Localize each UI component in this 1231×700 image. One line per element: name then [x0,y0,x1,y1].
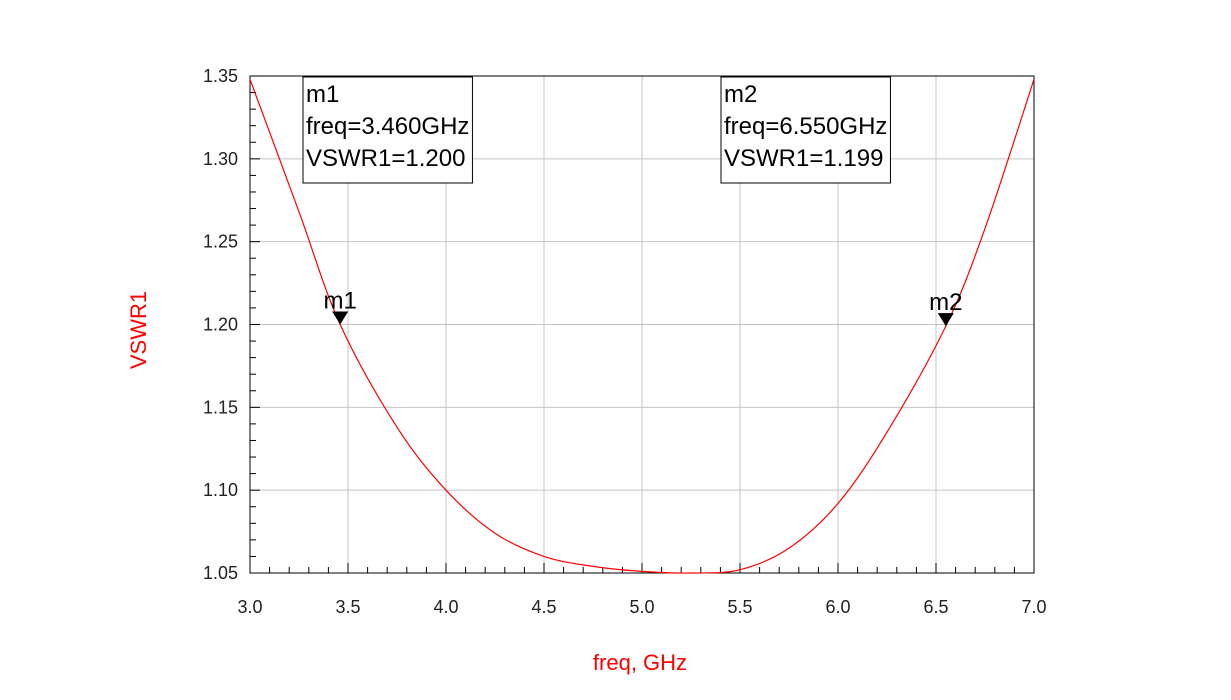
y-tick-label: 1.20 [203,315,238,335]
marker-readout-line: freq=6.550GHz [724,113,887,140]
y-tick-label: 1.15 [203,397,238,417]
x-tick-label: 5.0 [629,597,654,617]
y-tick-label: 1.35 [203,66,238,86]
y-tick-labels: 1.05 1.10 1.15 1.20 1.25 1.30 1.35 [203,66,238,583]
marker-readout-line: VSWR1=1.200 [306,145,465,172]
x-tick-label: 7.0 [1021,597,1046,617]
marker-triangle [937,313,954,327]
marker-readout-box [302,76,473,184]
marker-readout-m1: m1 freq=3.460GHz VSWR1=1.200 [302,76,473,184]
y-tick-label: 1.25 [203,232,238,252]
marker-readouts: m1 freq=3.460GHz VSWR1=1.200 m2 freq=6.550GH… [302,76,891,184]
x-tick-label: 6.0 [825,597,850,617]
markers: m1 m2 [323,288,962,327]
x-tick-label: 4.5 [531,597,556,617]
marker-label: m1 [323,288,356,315]
marker-readout-m2: m2 freq=6.550GHz VSWR1=1.199 [720,76,891,184]
vswr-series-line [249,79,1035,574]
marker-triangle [332,311,349,325]
marker-readout-line: m1 [306,81,339,108]
x-tick-label: 5.5 [727,597,752,617]
x-tick-label: 3.5 [335,597,360,617]
marker-readout-line: freq=3.460GHz [306,113,469,140]
plot-frame [249,75,1035,574]
x-tick-label: 4.0 [433,597,458,617]
x-axis-title: freq, GHz [593,650,687,675]
marker-label: m2 [929,289,962,316]
marker-readout-box [720,76,891,184]
y-tick-label: 1.30 [203,149,238,169]
x-tick-labels: 3.0 3.5 4.0 4.5 5.0 5.5 6.0 6.5 7.0 [237,597,1046,617]
y-tick-label: 1.05 [203,563,238,583]
y-tick-label: 1.10 [203,480,238,500]
x-tick-label: 6.5 [923,597,948,617]
marker-readout-line: m2 [724,81,757,108]
y-axis-title: VSWR1 [126,291,151,369]
x-tick-label: 3.0 [237,597,262,617]
marker-readout-line: VSWR1=1.199 [724,145,883,172]
